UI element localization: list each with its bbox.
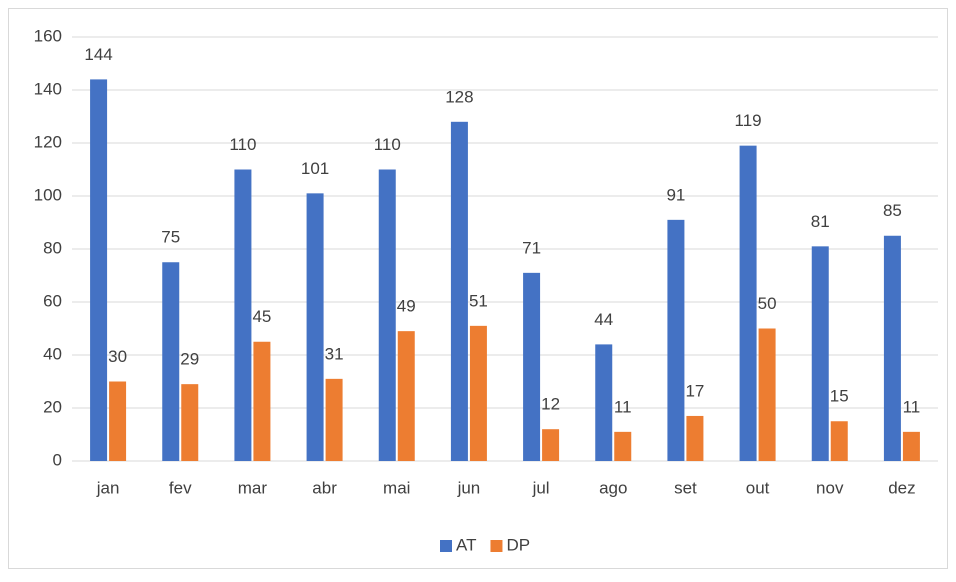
- data-label: 31: [325, 344, 344, 363]
- bar: [397, 331, 415, 461]
- data-label: 71: [522, 238, 541, 257]
- x-tick-label: dez: [888, 478, 915, 497]
- bar: [523, 272, 541, 461]
- data-label: 110: [374, 135, 401, 154]
- x-tick-label: set: [674, 478, 697, 497]
- bar: [811, 246, 829, 461]
- bar: [902, 431, 920, 461]
- data-label: 49: [397, 297, 416, 316]
- y-tick-label: 40: [43, 344, 62, 363]
- y-tick-label: 140: [34, 79, 62, 98]
- data-label: 119: [735, 111, 762, 130]
- x-tick-label: mar: [238, 478, 268, 497]
- data-label: 44: [594, 310, 613, 329]
- bar: [253, 341, 271, 461]
- data-label: 45: [252, 307, 271, 326]
- bar: [595, 344, 613, 461]
- data-label: 75: [161, 228, 180, 247]
- bar: [162, 262, 180, 461]
- data-label: 51: [469, 291, 488, 310]
- data-label: 91: [666, 185, 685, 204]
- x-tick-label: jun: [457, 478, 481, 497]
- legend-label: DP: [506, 535, 530, 554]
- x-tick-label: abr: [312, 478, 337, 497]
- bar: [469, 325, 487, 461]
- data-label: 128: [445, 87, 473, 106]
- data-label: 110: [229, 135, 256, 154]
- bar: [830, 421, 848, 461]
- bar: [109, 381, 127, 461]
- bar: [450, 121, 468, 462]
- bar: [325, 378, 343, 461]
- y-tick-label: 20: [43, 397, 62, 416]
- data-label: 50: [758, 294, 777, 313]
- y-tick-label: 120: [34, 132, 62, 151]
- legend-label: AT: [456, 535, 476, 554]
- x-tick-label: mai: [383, 478, 410, 497]
- y-tick-label: 100: [34, 185, 62, 204]
- data-label: 11: [614, 397, 632, 416]
- x-tick-label: jul: [532, 478, 550, 497]
- x-tick-label: nov: [816, 478, 844, 497]
- data-label: 85: [883, 201, 902, 220]
- bar: [883, 235, 901, 461]
- bar: [758, 328, 776, 461]
- y-tick-label: 80: [43, 238, 62, 257]
- bar: [542, 429, 560, 461]
- bar: [686, 415, 704, 461]
- legend-swatch: [440, 540, 452, 552]
- bar: [90, 79, 108, 462]
- x-tick-label: jan: [96, 478, 120, 497]
- data-label: 81: [811, 212, 830, 231]
- data-label: 144: [84, 45, 112, 64]
- y-tick-label: 60: [43, 291, 62, 310]
- bar: [306, 193, 324, 461]
- y-tick-label: 0: [53, 450, 62, 469]
- y-tick-label: 160: [34, 26, 62, 45]
- data-label: 101: [301, 159, 329, 178]
- data-label: 29: [180, 350, 199, 369]
- legend-swatch: [490, 540, 503, 552]
- data-label: 17: [685, 381, 704, 400]
- data-label: 11: [903, 397, 921, 416]
- x-tick-label: fev: [169, 478, 192, 497]
- data-label: 12: [541, 395, 560, 414]
- bar: [181, 384, 199, 461]
- x-tick-label: out: [746, 478, 770, 497]
- data-label: 30: [108, 347, 127, 366]
- bar: [667, 219, 685, 461]
- data-label: 15: [830, 387, 849, 406]
- x-tick-label: ago: [599, 478, 627, 497]
- bar: [378, 169, 396, 461]
- bar: [739, 145, 757, 461]
- bar: [234, 169, 252, 461]
- bar: [614, 431, 632, 461]
